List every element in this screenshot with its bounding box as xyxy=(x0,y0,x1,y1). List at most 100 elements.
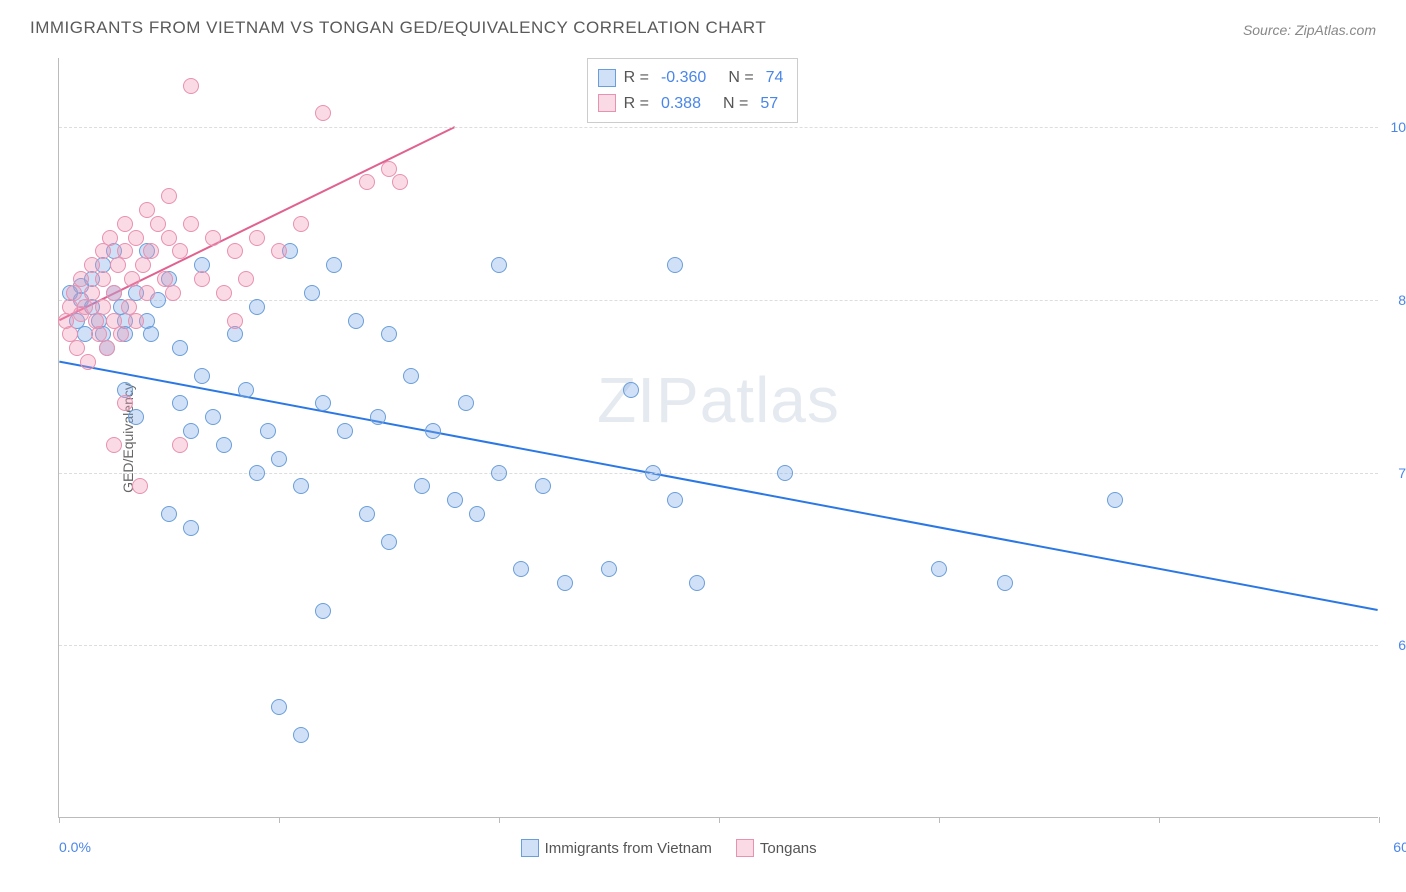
data-point xyxy=(161,188,177,204)
data-point xyxy=(315,603,331,619)
data-point xyxy=(194,271,210,287)
trend-line xyxy=(59,362,1377,610)
y-tick-label: 62.5% xyxy=(1383,637,1406,653)
data-point xyxy=(117,395,133,411)
data-point xyxy=(113,326,129,342)
data-point xyxy=(667,492,683,508)
x-tick xyxy=(719,817,720,823)
data-point xyxy=(106,437,122,453)
data-point xyxy=(601,561,617,577)
data-point xyxy=(337,423,353,439)
data-point xyxy=(117,243,133,259)
swatch-icon xyxy=(736,839,754,857)
data-point xyxy=(381,161,397,177)
n-value: 74 xyxy=(766,65,784,91)
data-point xyxy=(381,326,397,342)
data-point xyxy=(260,423,276,439)
data-point xyxy=(172,437,188,453)
plot-area: GED/Equivalency ZIPatlas R =-0.360N =74R… xyxy=(58,58,1378,818)
data-point xyxy=(293,727,309,743)
data-point xyxy=(99,340,115,356)
data-point xyxy=(777,465,793,481)
data-point xyxy=(403,368,419,384)
data-point xyxy=(557,575,573,591)
data-point xyxy=(84,257,100,273)
data-point xyxy=(183,423,199,439)
data-point xyxy=(84,285,100,301)
gridline xyxy=(59,645,1378,646)
data-point xyxy=(194,368,210,384)
data-point xyxy=(161,230,177,246)
swatch-icon xyxy=(598,94,616,112)
data-point xyxy=(165,285,181,301)
data-point xyxy=(623,382,639,398)
data-point xyxy=(491,465,507,481)
x-tick xyxy=(499,817,500,823)
trend-lines xyxy=(59,58,1378,817)
data-point xyxy=(359,506,375,522)
data-point xyxy=(227,313,243,329)
data-point xyxy=(359,174,375,190)
x-min-label: 0.0% xyxy=(59,839,91,855)
data-point xyxy=(447,492,463,508)
legend-label: Immigrants from Vietnam xyxy=(545,840,712,857)
data-point xyxy=(172,395,188,411)
y-tick-label: 75.0% xyxy=(1383,465,1406,481)
n-label: N = xyxy=(728,65,753,91)
y-tick-label: 87.5% xyxy=(1383,292,1406,308)
r-label: R = xyxy=(624,91,649,117)
data-point xyxy=(997,575,1013,591)
data-point xyxy=(227,326,243,342)
data-point xyxy=(348,313,364,329)
data-point xyxy=(249,465,265,481)
x-tick xyxy=(1159,817,1160,823)
data-point xyxy=(227,243,243,259)
data-point xyxy=(73,271,89,287)
data-point xyxy=(183,78,199,94)
data-point xyxy=(271,699,287,715)
stats-box: R =-0.360N =74R =0.388N =57 xyxy=(587,58,799,123)
data-point xyxy=(143,243,159,259)
swatch-icon xyxy=(598,69,616,87)
source-label: Source: ZipAtlas.com xyxy=(1243,22,1376,38)
data-point xyxy=(135,257,151,273)
data-point xyxy=(249,299,265,315)
data-point xyxy=(205,230,221,246)
watermark: ZIPatlas xyxy=(597,363,840,437)
data-point xyxy=(458,395,474,411)
data-point xyxy=(102,230,118,246)
data-point xyxy=(271,243,287,259)
data-point xyxy=(117,216,133,232)
data-point xyxy=(95,243,111,259)
n-label: N = xyxy=(723,91,748,117)
x-tick xyxy=(59,817,60,823)
data-point xyxy=(172,340,188,356)
data-point xyxy=(216,285,232,301)
data-point xyxy=(425,423,441,439)
data-point xyxy=(106,285,122,301)
data-point xyxy=(150,216,166,232)
legend: Immigrants from Vietnam Tongans xyxy=(521,839,817,857)
data-point xyxy=(315,105,331,121)
x-tick xyxy=(279,817,280,823)
data-point xyxy=(392,174,408,190)
r-value: 0.388 xyxy=(661,91,701,117)
legend-label: Tongans xyxy=(760,840,817,857)
data-point xyxy=(249,230,265,246)
data-point xyxy=(128,409,144,425)
y-tick-label: 100.0% xyxy=(1383,119,1406,135)
data-point xyxy=(205,409,221,425)
chart-title: IMMIGRANTS FROM VIETNAM VS TONGAN GED/EQ… xyxy=(30,18,766,38)
data-point xyxy=(381,534,397,550)
data-point xyxy=(143,326,159,342)
stats-row: R =0.388N =57 xyxy=(598,91,788,117)
data-point xyxy=(80,354,96,370)
data-point xyxy=(293,216,309,232)
data-point xyxy=(183,216,199,232)
data-point xyxy=(124,271,140,287)
data-point xyxy=(469,506,485,522)
data-point xyxy=(66,285,82,301)
data-point xyxy=(77,299,93,315)
data-point xyxy=(238,271,254,287)
data-point xyxy=(132,478,148,494)
